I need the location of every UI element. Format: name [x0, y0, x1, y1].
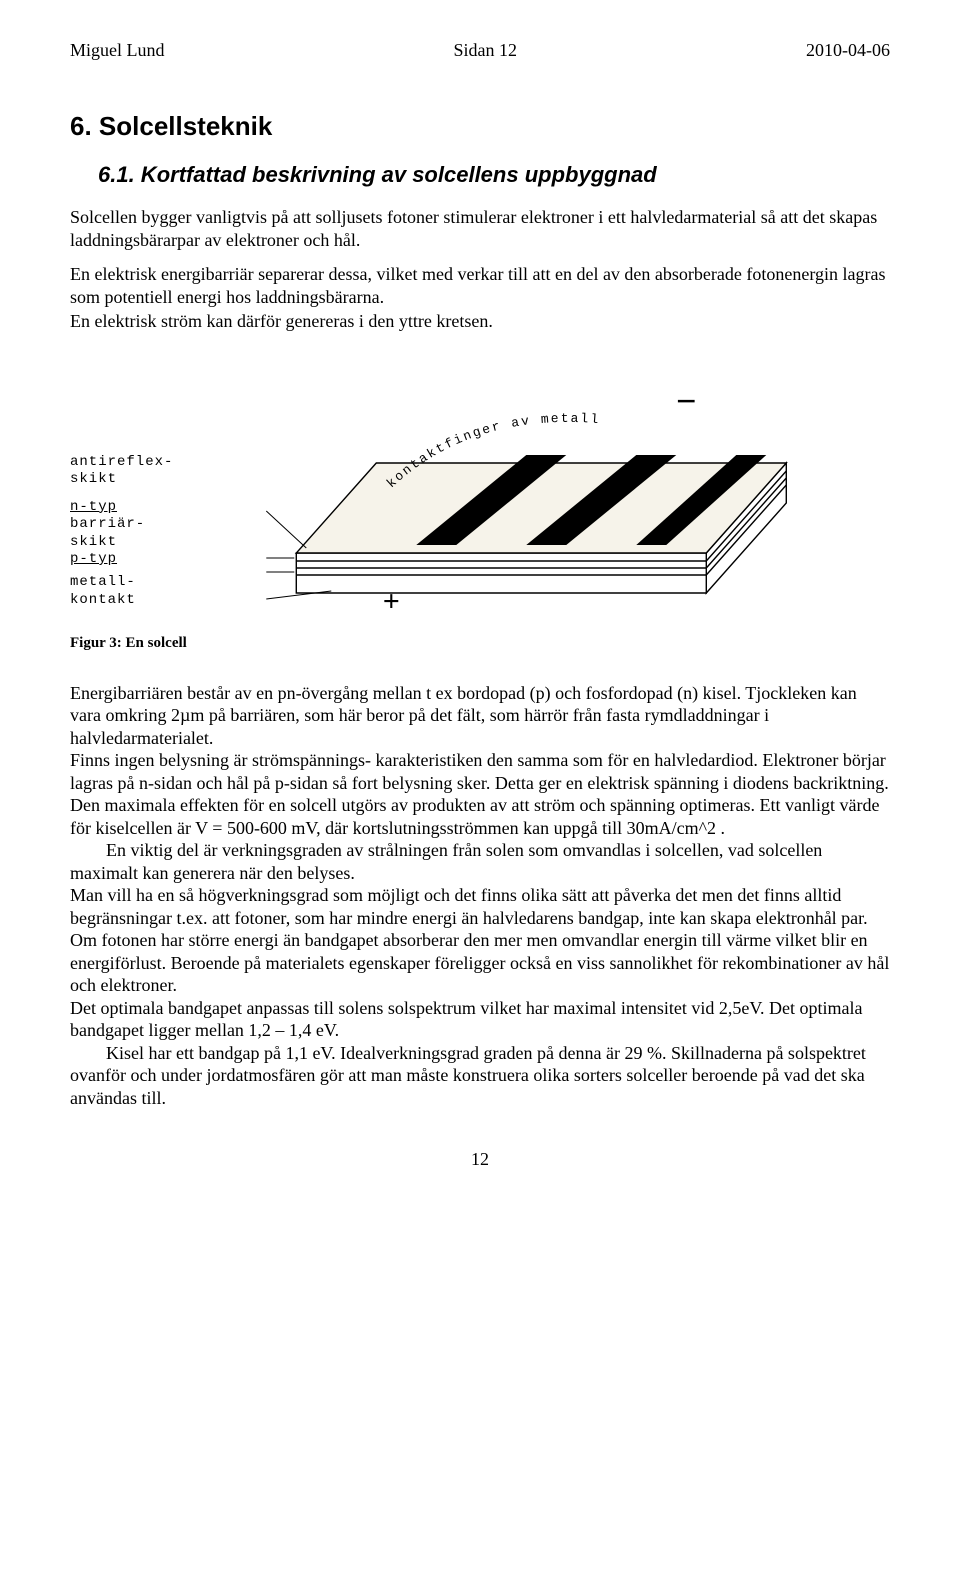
label-metall-2: kontakt [70, 593, 173, 608]
label-barriar-2: skikt [70, 535, 173, 550]
subsection-heading: 6.1. Kortfattad beskrivning av solcellen… [98, 162, 890, 188]
minus-symbol: − [676, 381, 697, 421]
spacer [70, 569, 173, 573]
section-heading: 6. Solcellsteknik [70, 111, 890, 142]
body2-p1: Energibarriären består av en pn-övergång… [70, 682, 890, 750]
label-antireflex-2: skikt [70, 472, 173, 487]
figure-caption: Figur 3: En solcell [70, 635, 890, 652]
plus-symbol: + [383, 585, 400, 613]
page-header: Miguel Lund Sidan 12 2010-04-06 [70, 40, 890, 61]
body2-p6: Om fotonen har större energi än bandgape… [70, 929, 890, 997]
label-metall-1: metall- [70, 575, 173, 590]
document-page: Miguel Lund Sidan 12 2010-04-06 6. Solce… [0, 0, 960, 1210]
paragraph-1: Solcellen bygger vanligtvis på att sollj… [70, 206, 890, 251]
date: 2010-04-06 [806, 40, 890, 61]
body2-p7: Det optimala bandgapet anpassas till sol… [70, 997, 890, 1042]
body2-p4: En viktig del är verkningsgraden av strå… [70, 839, 890, 884]
paragraph-3: En elektrisk ström kan därför genereras … [70, 310, 890, 333]
figure-solar-cell: antireflex- skikt n-typ barriär- skikt p… [70, 353, 890, 652]
label-ptyp: p-typ [70, 552, 173, 567]
layer-labels: antireflex- skikt n-typ barriär- skikt p… [70, 455, 173, 610]
page-number: 12 [70, 1149, 890, 1170]
label-antireflex-1: antireflex- [70, 455, 173, 470]
label-ntyp: n-typ [70, 500, 173, 515]
body2-p3: Den maximala effekten för en solcell utg… [70, 794, 890, 839]
solar-cell-diagram: kontaktfinger av metall − + [183, 353, 890, 613]
diagram-wrap: antireflex- skikt n-typ barriär- skikt p… [70, 353, 890, 613]
body2-p8: Kisel har ett bandgap på 1,1 eV. Idealve… [70, 1042, 890, 1110]
spacer [70, 490, 173, 498]
author-name: Miguel Lund [70, 40, 165, 61]
paragraph-2: En elektrisk energibarriär separerar des… [70, 263, 890, 308]
body2-p2: Finns ingen belysning är strömspännings-… [70, 749, 890, 794]
body2-p5: Man vill ha en så högverkningsgrad som m… [70, 884, 890, 929]
label-barriar-1: barriär- [70, 517, 173, 532]
page-label: Sidan 12 [453, 40, 517, 61]
